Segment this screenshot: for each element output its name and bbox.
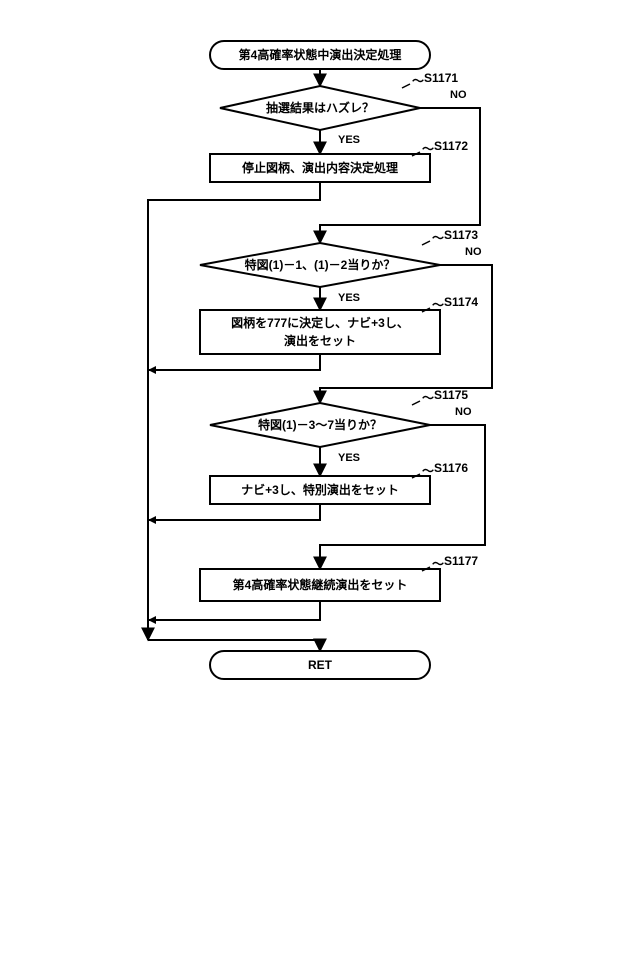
- edge-label: NO: [455, 406, 472, 418]
- edge: [148, 504, 320, 520]
- svg-text:〜: 〜: [432, 298, 444, 312]
- svg-text:停止図柄、演出内容決定処理: 停止図柄、演出内容決定処理: [242, 160, 398, 175]
- edge-label: YES: [338, 292, 360, 304]
- svg-text:図柄を777に決定し、ナビ+3し、: 図柄を777に決定し、ナビ+3し、: [231, 315, 409, 330]
- edge-label: NO: [465, 246, 482, 258]
- node-ret: RET: [210, 651, 430, 679]
- edge-label: NO: [450, 89, 467, 101]
- svg-text:特図(1)－1、(1)－2当りか？: 特図(1)－1、(1)－2当りか？: [245, 257, 396, 272]
- step-label-S1174: S1174: [444, 295, 478, 309]
- step-label-S1172: S1172: [434, 139, 468, 153]
- step-label-S1176: S1176: [434, 461, 468, 475]
- svg-text:ナビ+3し、特別演出をセット: ナビ+3し、特別演出をセット: [241, 482, 399, 497]
- svg-text:〜: 〜: [422, 142, 434, 156]
- svg-text:〜: 〜: [432, 231, 444, 245]
- svg-text:〜: 〜: [422, 391, 434, 405]
- flowchart-diagram: YES NO YES NO YES NO 第4高確率状態中演出決定処理抽選結果はハズレ？ S…: [0, 0, 640, 965]
- svg-text:第4高確率状態中演出決定処理: 第4高確率状態中演出決定処理: [239, 47, 402, 62]
- step-label-S1173: S1173: [444, 228, 478, 242]
- edge: [148, 640, 320, 651]
- svg-text:〜: 〜: [412, 74, 424, 88]
- svg-text:演出をセット: 演出をセット: [284, 333, 356, 348]
- svg-text:〜: 〜: [432, 557, 444, 571]
- node-p3: ナビ+3し、特別演出をセット S1176〜: [210, 461, 468, 504]
- node-d1: 抽選結果はハズレ？ S1171〜: [220, 71, 458, 130]
- step-label-S1177: S1177: [444, 554, 478, 568]
- edge: [148, 354, 320, 370]
- svg-text:第4高確率状態継続演出をセット: 第4高確率状態継続演出をセット: [233, 577, 408, 592]
- svg-text:特図(1)－3～7当りか？: 特図(1)－3～7当りか？: [258, 417, 382, 432]
- node-d3: 特図(1)－3～7当りか？ S1175〜: [210, 388, 468, 447]
- step-label-S1175: S1175: [434, 388, 468, 402]
- node-p4: 第4高確率状態継続演出をセット S1177〜: [200, 554, 478, 601]
- edge-label: YES: [338, 452, 360, 464]
- svg-text:〜: 〜: [422, 464, 434, 478]
- svg-text:抽選結果はハズレ？: 抽選結果はハズレ？: [266, 100, 374, 115]
- svg-text:RET: RET: [308, 658, 333, 672]
- edge-label: YES: [338, 134, 360, 146]
- edge: [148, 601, 320, 620]
- step-label-S1171: S1171: [424, 71, 458, 85]
- node-d2: 特図(1)－1、(1)－2当りか？ S1173〜: [200, 228, 478, 287]
- node-start: 第4高確率状態中演出決定処理: [210, 41, 430, 69]
